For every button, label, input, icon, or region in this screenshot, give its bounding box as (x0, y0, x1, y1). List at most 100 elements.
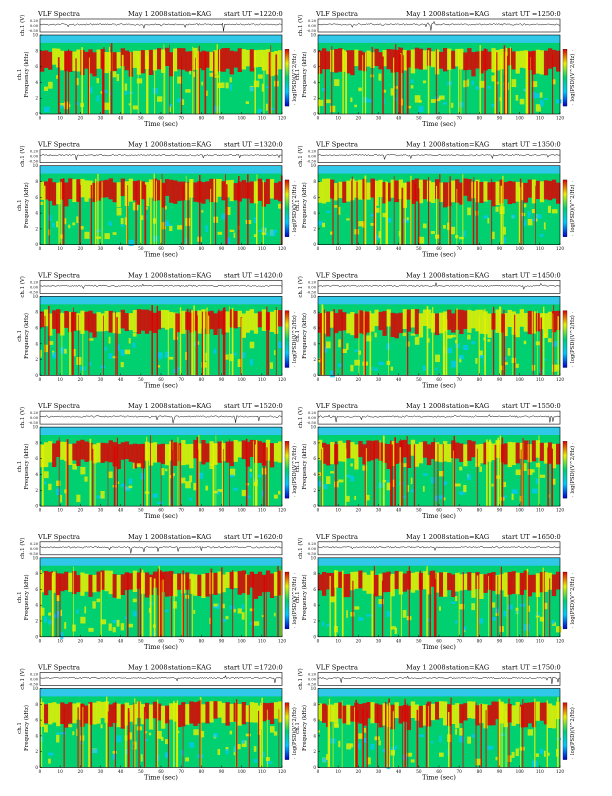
spectral-band-cell (410, 572, 416, 593)
sferic-streak (399, 447, 401, 507)
x-tick-label: 100 (238, 769, 246, 774)
x-tick-label: 40 (118, 769, 124, 774)
sferic-streak (352, 580, 354, 637)
spectral-speckle (459, 728, 463, 736)
spectral-speckle (221, 82, 225, 88)
spectral-speckle (519, 746, 525, 751)
spectral-band-cell (439, 444, 444, 463)
spectral-band-cell (354, 571, 359, 589)
spectral-band-cell (475, 309, 480, 332)
y-tick-label: 0 (313, 634, 316, 639)
spectral-band-cell (531, 311, 537, 334)
x-tick-label: 10 (335, 508, 341, 513)
spectral-band-cell (418, 442, 424, 464)
spectral-speckle (543, 333, 547, 338)
spectral-speckle (366, 335, 372, 342)
colorbar (562, 310, 568, 368)
spectral-band-cell (410, 701, 416, 718)
spectrogram-panel: VLF Spectra May 1 2008 station=KAG start UT… (17, 141, 298, 259)
spectral-band-cell (80, 178, 85, 198)
spectral-speckle (229, 229, 235, 232)
spectral-band-cell (515, 313, 520, 338)
sferic-streak (369, 310, 372, 376)
sferic-streak (268, 52, 270, 114)
spectral-speckle (205, 485, 209, 491)
sferic-streak (261, 697, 263, 768)
spectral-low-patch (535, 93, 541, 99)
sferic-streak (82, 707, 84, 768)
waveform-trace (317, 153, 561, 161)
colorbar-tick-label: - (294, 625, 296, 630)
spectral-band-cell (56, 573, 61, 598)
spectral-low-patch (213, 606, 219, 609)
sferic-streak (523, 182, 524, 245)
spectral-speckle (330, 596, 336, 603)
spectral-speckle (88, 338, 94, 341)
spectral-speckle (265, 757, 270, 762)
spectral-speckle (455, 339, 457, 344)
spectral-band-cell (366, 182, 371, 200)
x-tick-label: 0 (39, 116, 42, 121)
spectral-speckle (318, 358, 322, 363)
spectrogram-image (318, 688, 561, 770)
spectral-speckle (116, 619, 120, 627)
sferic-streak (66, 439, 69, 507)
panel-start-time: start UT =1520:0 (224, 402, 283, 410)
spectral-band-cell (390, 179, 395, 198)
spectral-band-cell (112, 52, 117, 72)
spectral-speckle (318, 472, 322, 476)
spectral-band-cell (72, 443, 77, 461)
spectral-low-patch (189, 742, 195, 748)
spectral-speckle (382, 212, 387, 218)
spectral-band-cell (40, 50, 45, 72)
x-tick-label: 60 (436, 116, 442, 121)
panel-station: station=KAG (168, 10, 211, 18)
spectral-band-cell (539, 572, 545, 593)
spectral-speckle (181, 99, 185, 105)
spectral-speckle (334, 205, 338, 208)
sferic-streak (472, 180, 474, 245)
spectral-band-cell (378, 52, 383, 70)
sferic-streak (547, 447, 549, 507)
sferic-streak (195, 57, 196, 114)
spectral-speckle (378, 73, 382, 81)
spectral-low-patch (443, 102, 447, 105)
sferic-streak (275, 54, 278, 114)
y-tick-label: 4 (313, 341, 316, 346)
spectral-band-cell (56, 309, 61, 334)
spectral-band-cell (161, 49, 166, 73)
spectral-band-cell (370, 440, 375, 461)
spectral-band-cell (451, 574, 456, 597)
spectral-band-cell (342, 442, 347, 462)
spectral-band-cell (233, 571, 238, 589)
sferic-streak (341, 570, 344, 637)
spectral-band-cell (430, 703, 436, 721)
sferic-streak (198, 435, 200, 507)
spectral-band-cell (116, 444, 121, 470)
trace-frame (39, 18, 283, 33)
spectral-speckle (354, 359, 360, 366)
spectral-band-cell (257, 441, 263, 463)
spectral-band-cell (201, 182, 206, 204)
y-tick-label: 0 (313, 765, 316, 770)
spectral-band-cell (209, 178, 214, 203)
spectral-speckle (169, 225, 173, 231)
sferic-streak (425, 703, 428, 768)
sferic-streak (526, 568, 529, 637)
spectral-speckle (241, 489, 248, 497)
y-tick-label: 0 (35, 634, 38, 639)
spectral-band-cell (483, 442, 488, 465)
spectral-speckle (261, 83, 264, 92)
spectral-band-cell (201, 440, 206, 465)
spectral-band-cell (144, 182, 150, 207)
panel-station: station=KAG (168, 271, 211, 279)
x-tick-label: 40 (396, 246, 402, 251)
spectral-low-patch (225, 749, 229, 755)
spectral-speckle (535, 753, 539, 757)
spectral-band-cell (398, 705, 403, 724)
x-tick-label: 70 (178, 638, 184, 643)
sferic-streak (402, 55, 404, 114)
x-tick-label: 30 (376, 508, 382, 513)
spectral-band-cell (92, 182, 97, 203)
sferic-streak (191, 310, 193, 376)
